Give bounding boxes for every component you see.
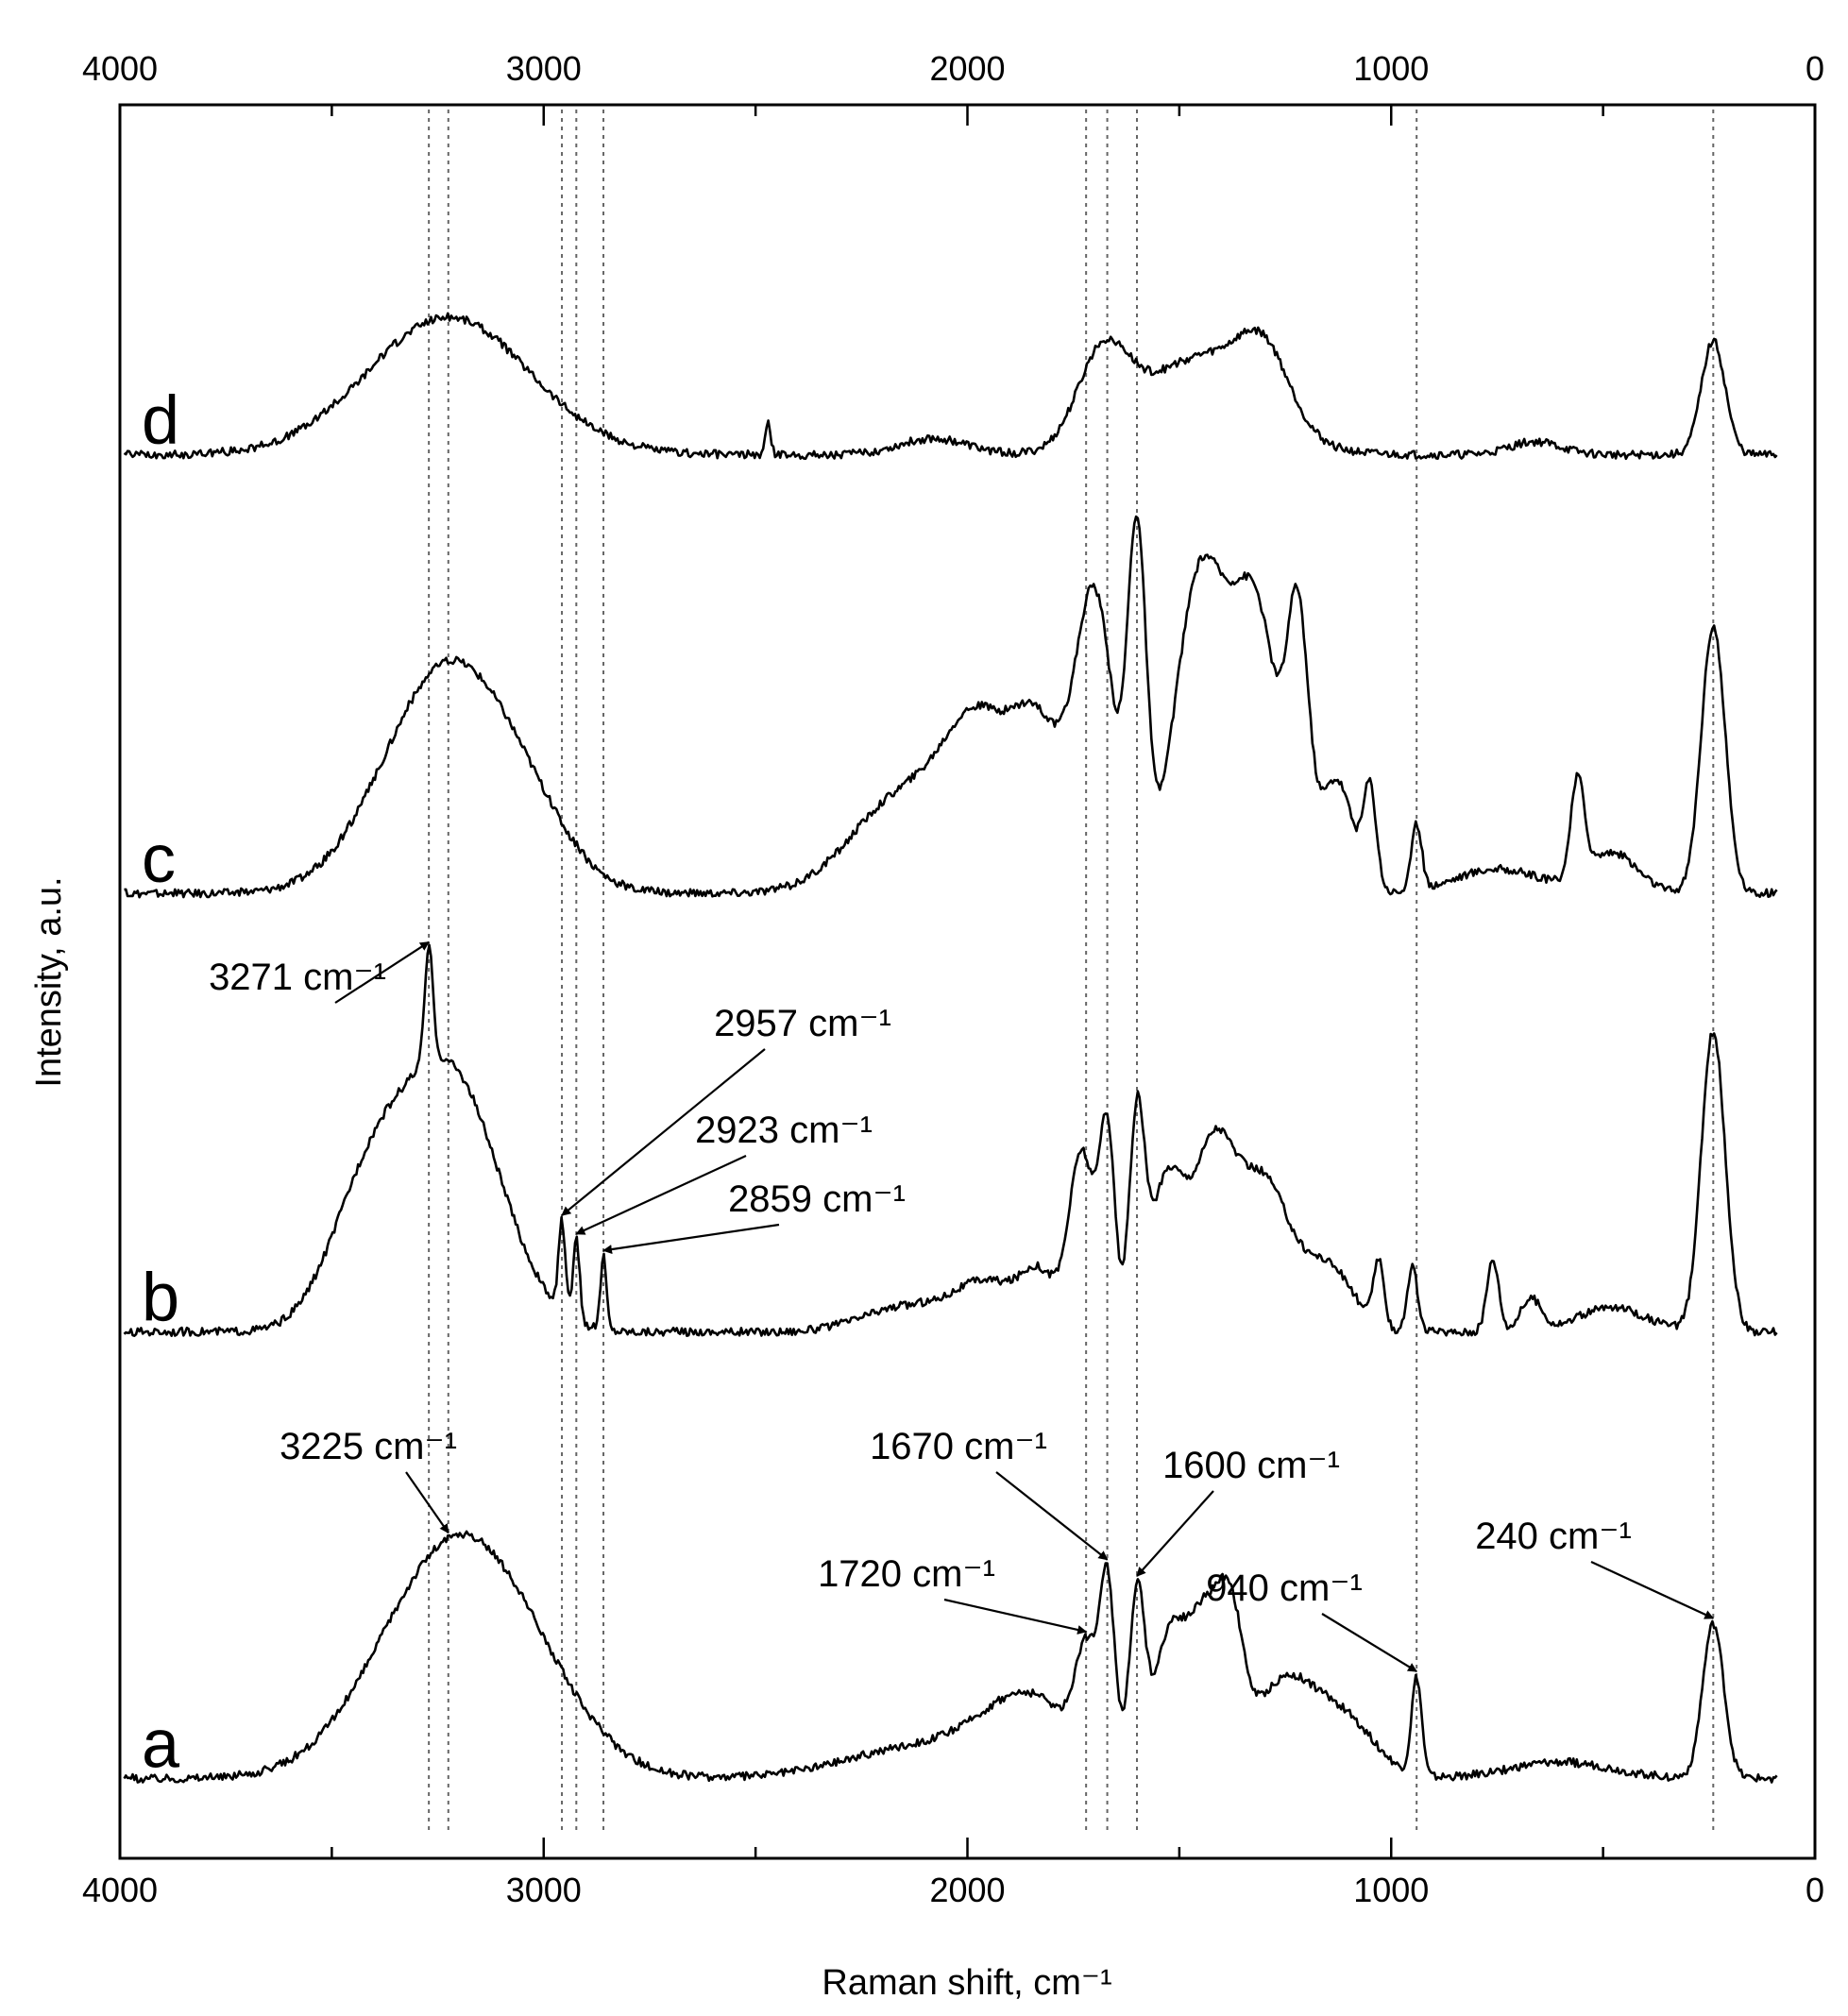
x-tick-label-bottom: 1000 bbox=[1353, 1871, 1429, 1909]
series-label-b: b bbox=[142, 1260, 179, 1335]
reference-lines bbox=[428, 110, 1715, 1835]
annotation-label-2923: 2923 cm⁻¹ bbox=[695, 1110, 873, 1151]
y-axis-title: Intensity, a.u. bbox=[29, 876, 69, 1087]
annotation-arrow-240 bbox=[1590, 1561, 1715, 1619]
x-tick-label-top: 1000 bbox=[1353, 49, 1429, 88]
annotation-arrow-3271 bbox=[334, 940, 430, 1004]
annotation-arrow-2923 bbox=[575, 1155, 747, 1235]
x-tick-label-bottom: 3000 bbox=[506, 1871, 582, 1909]
series-line-a bbox=[123, 1530, 1778, 1784]
x-tick-label-top: 4000 bbox=[82, 49, 158, 88]
series-label-d: d bbox=[142, 383, 179, 459]
series-line-b bbox=[123, 943, 1778, 1337]
annotation-label-2859: 2859 cm⁻¹ bbox=[728, 1178, 906, 1220]
series-lines bbox=[123, 312, 1778, 1784]
annotation-arrow-2859 bbox=[602, 1223, 780, 1255]
annotation-label-2957: 2957 cm⁻¹ bbox=[714, 1003, 891, 1044]
x-tick-label-bottom: 4000 bbox=[82, 1871, 158, 1909]
annotation-arrow-1670 bbox=[995, 1471, 1109, 1561]
series-label-c: c bbox=[142, 822, 176, 897]
axis-ticks bbox=[118, 105, 1817, 1858]
series-line-c bbox=[124, 515, 1778, 899]
annotation-arrow-2957 bbox=[561, 1048, 766, 1216]
annotation-label-3225: 3225 cm⁻¹ bbox=[280, 1426, 457, 1467]
series-labels: a b c d bbox=[142, 383, 180, 1783]
annotation-label-3271: 3271 cm⁻¹ bbox=[209, 957, 386, 998]
x-tick-label-top: 2000 bbox=[929, 49, 1005, 88]
x-tick-label-top: 0 bbox=[1806, 49, 1824, 88]
x-tick-label-top: 3000 bbox=[506, 49, 582, 88]
annotation-arrow-1600 bbox=[1136, 1490, 1214, 1577]
series-line-d bbox=[123, 312, 1778, 461]
annotation-label-940: 940 cm⁻¹ bbox=[1206, 1567, 1363, 1609]
axis-tick-labels: 4000 4000 3000 3000 2000 2000 1000 1000 0 0 bbox=[82, 49, 1824, 1909]
annotation-arrow-940 bbox=[1321, 1613, 1418, 1672]
annotation-label-1720: 1720 cm⁻¹ bbox=[818, 1553, 995, 1595]
peak-annotations: 3225 cm⁻¹ 1720 cm⁻¹ 1670 cm⁻¹ 1600 cm⁻¹ 940 … bbox=[209, 940, 1715, 1672]
annotation-label-240: 240 cm⁻¹ bbox=[1475, 1516, 1632, 1557]
x-axis-title: Raman shift, cm⁻¹ bbox=[822, 1963, 1111, 2003]
series-label-a: a bbox=[142, 1706, 180, 1782]
x-tick-label-bottom: 2000 bbox=[929, 1871, 1005, 1909]
annotation-label-1600: 1600 cm⁻¹ bbox=[1162, 1445, 1340, 1486]
x-tick-label-bottom: 0 bbox=[1806, 1871, 1824, 1909]
annotation-arrow-1720 bbox=[943, 1598, 1088, 1635]
annotation-label-1670: 1670 cm⁻¹ bbox=[870, 1426, 1047, 1467]
annotation-arrow-3225 bbox=[405, 1471, 449, 1534]
